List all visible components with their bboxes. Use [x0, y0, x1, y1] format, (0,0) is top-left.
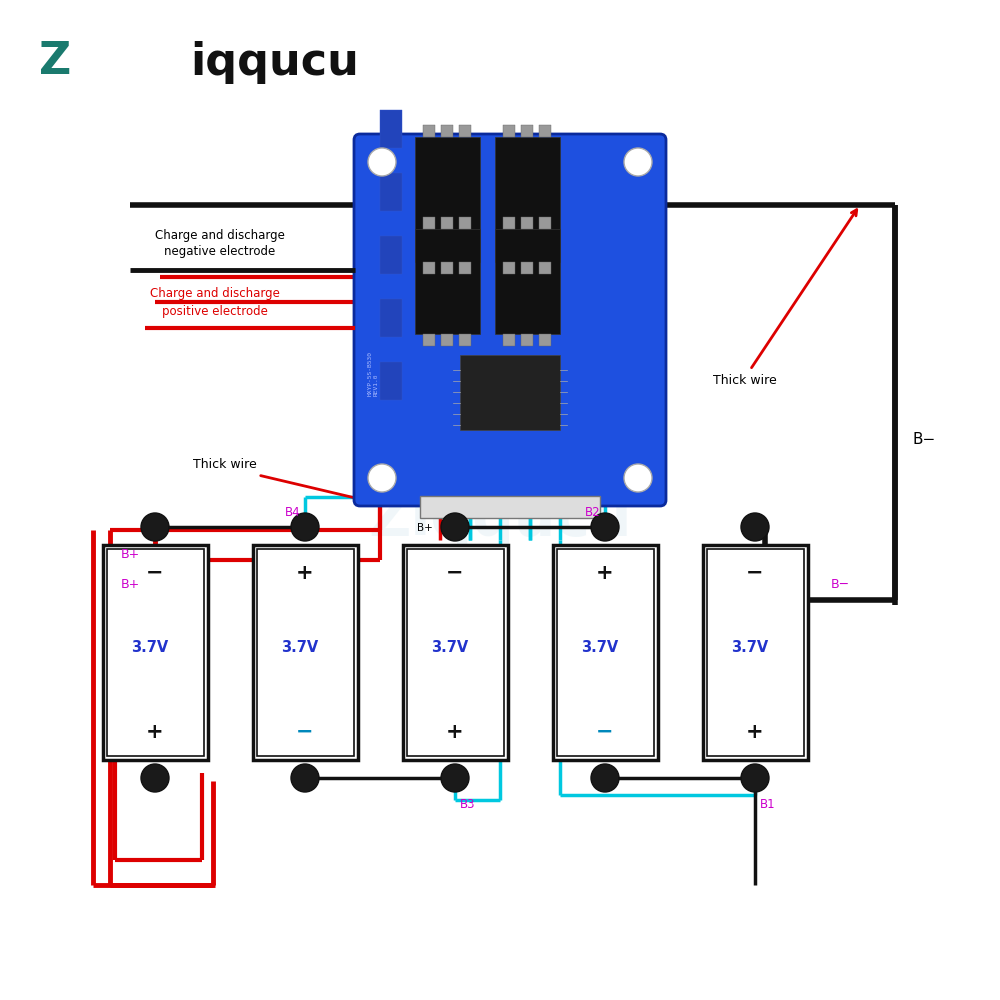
Bar	[539, 125, 551, 137]
Circle shape	[291, 764, 319, 792]
Bar	[459, 262, 471, 274]
Text: +: +	[146, 722, 164, 742]
Bar	[415, 229, 480, 334]
Bar	[539, 334, 551, 346]
Bar	[459, 217, 471, 229]
Text: Ziqqucu: Ziqqucu	[368, 491, 632, 548]
Bar	[441, 217, 453, 229]
Text: Thick wire: Thick wire	[193, 458, 257, 472]
Text: iqqucu: iqqucu	[190, 40, 359, 84]
Circle shape	[741, 513, 769, 541]
Text: +: +	[296, 563, 314, 583]
Text: B3: B3	[460, 798, 476, 811]
Text: B+: B+	[120, 578, 140, 591]
Bar	[495, 137, 560, 262]
Text: −: −	[146, 563, 164, 583]
Circle shape	[291, 513, 319, 541]
Circle shape	[624, 148, 652, 176]
Bar	[252, 545, 358, 760]
Bar	[380, 236, 402, 274]
Bar	[420, 496, 600, 518]
Bar	[103, 545, 208, 760]
Text: −: −	[596, 722, 614, 742]
Text: B2: B2	[584, 506, 600, 519]
Text: +: +	[446, 722, 464, 742]
Bar	[380, 110, 402, 148]
Bar	[406, 549, 504, 756]
Bar	[423, 262, 435, 274]
Bar	[380, 299, 402, 337]
Bar	[402, 545, 508, 760]
Text: 3.7V: 3.7V	[731, 640, 769, 655]
Text: B1: B1	[760, 798, 776, 811]
Bar	[423, 125, 435, 137]
Text: Z: Z	[39, 40, 71, 84]
Text: negative electrode: negative electrode	[164, 245, 276, 258]
Circle shape	[624, 464, 652, 492]
Bar	[521, 125, 533, 137]
Bar	[459, 334, 471, 346]
Bar	[539, 262, 551, 274]
Text: 3.7V: 3.7V	[281, 640, 319, 655]
Bar	[441, 334, 453, 346]
Bar	[702, 545, 808, 760]
Circle shape	[591, 513, 619, 541]
Circle shape	[141, 513, 169, 541]
Text: B−: B−	[912, 432, 935, 448]
Text: −: −	[296, 722, 314, 742]
Bar	[441, 125, 453, 137]
Circle shape	[741, 764, 769, 792]
Bar	[380, 362, 402, 400]
Bar	[552, 545, 658, 760]
Text: Charge and discharge: Charge and discharge	[155, 229, 285, 241]
Bar	[256, 549, 354, 756]
Bar	[459, 125, 471, 137]
Bar	[441, 262, 453, 274]
Text: −: −	[446, 563, 464, 583]
Text: 3.7V: 3.7V	[431, 640, 469, 655]
Text: Thick wire: Thick wire	[713, 373, 777, 386]
Text: positive electrode: positive electrode	[162, 304, 268, 318]
Circle shape	[441, 764, 469, 792]
Bar	[539, 217, 551, 229]
Circle shape	[441, 513, 469, 541]
Bar	[460, 355, 560, 430]
Bar	[495, 229, 560, 334]
Text: −: −	[746, 563, 764, 583]
Text: B4: B4	[284, 506, 300, 519]
Bar	[380, 173, 402, 211]
Bar	[521, 334, 533, 346]
Text: B+: B+	[417, 523, 433, 533]
Circle shape	[368, 464, 396, 492]
Bar	[706, 549, 804, 756]
Circle shape	[591, 764, 619, 792]
Text: +: +	[596, 563, 614, 583]
Bar	[503, 262, 515, 274]
Text: HXYP-5S-B530
REV1.0: HXYP-5S-B530 REV1.0	[368, 352, 379, 396]
Bar	[423, 334, 435, 346]
Bar	[423, 217, 435, 229]
FancyBboxPatch shape	[354, 134, 666, 506]
Text: +: +	[746, 722, 764, 742]
Bar	[521, 262, 533, 274]
Bar	[503, 217, 515, 229]
Bar	[503, 334, 515, 346]
Bar	[521, 217, 533, 229]
Bar	[107, 549, 204, 756]
Text: Charge and discharge: Charge and discharge	[150, 288, 280, 300]
Text: 3.7V: 3.7V	[131, 640, 169, 655]
Circle shape	[141, 764, 169, 792]
Bar	[556, 549, 654, 756]
Bar	[415, 137, 480, 262]
Text: B+: B+	[120, 548, 140, 562]
Bar	[503, 125, 515, 137]
Circle shape	[368, 148, 396, 176]
Text: 3.7V: 3.7V	[581, 640, 619, 655]
Text: B−: B−	[830, 578, 850, 591]
